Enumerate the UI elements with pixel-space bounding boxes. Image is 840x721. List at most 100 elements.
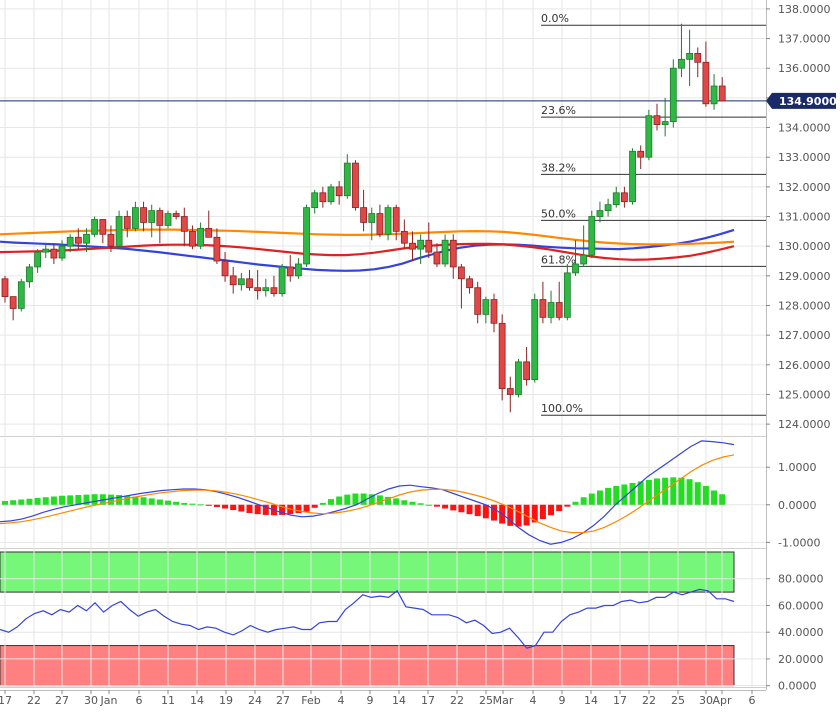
macd-bar — [91, 494, 98, 505]
candle-body — [449, 239, 457, 268]
candle-body — [156, 210, 164, 226]
x-tick-label: 19 — [219, 694, 233, 707]
macd-bar — [50, 496, 57, 505]
macd-bar — [613, 485, 620, 505]
macd-bar — [165, 500, 171, 505]
macd-bar — [26, 498, 33, 505]
macd-bar — [686, 479, 693, 505]
macd-bar — [107, 494, 114, 505]
macd-bar — [645, 479, 652, 505]
macd-bar — [156, 499, 163, 505]
x-tick-label: 4 — [338, 694, 345, 707]
macd-bar — [719, 494, 726, 505]
macd-bar — [678, 477, 685, 505]
y-tick-label-price: 128.0000 — [778, 299, 831, 312]
candle-body — [205, 227, 213, 238]
candle-body — [718, 85, 726, 102]
candle — [515, 358, 522, 398]
candle — [433, 243, 441, 267]
candle-body — [99, 219, 107, 235]
y-tick-label-price: 132.0000 — [778, 181, 831, 194]
candle-body — [148, 210, 156, 223]
candle-body — [604, 204, 612, 211]
macd-bar — [409, 501, 416, 505]
candle-body — [547, 302, 555, 318]
y-tick-label-macd: 1.0000 — [778, 461, 817, 474]
candle-body — [596, 210, 604, 217]
macd-line-1 — [0, 454, 735, 534]
macd-bar — [548, 504, 555, 516]
candle — [612, 186, 620, 208]
x-tick-label: 11 — [161, 694, 175, 707]
macd-bar — [417, 503, 424, 505]
candle — [506, 376, 514, 413]
macd-bar — [637, 481, 644, 505]
macd-bar — [344, 494, 351, 505]
candle — [457, 263, 465, 309]
macd-bar — [629, 482, 636, 505]
fib-label: 50.0% — [541, 207, 576, 220]
x-tick-label: 24 — [248, 694, 262, 707]
candle-body — [9, 296, 17, 309]
candle — [409, 231, 416, 262]
candle-body — [637, 150, 645, 158]
macd-bar — [230, 504, 237, 511]
candle — [588, 210, 596, 259]
candle-body — [327, 186, 335, 203]
macd-bar — [596, 490, 603, 505]
macd-bar — [279, 504, 286, 515]
macd-bar — [124, 495, 131, 505]
macd-bar — [654, 478, 660, 505]
candle-body — [352, 162, 359, 209]
x-tick-label: 14 — [392, 694, 406, 707]
candle — [213, 228, 221, 264]
candle — [352, 160, 359, 211]
candle-body — [26, 266, 33, 283]
x-tick-label: 27 — [55, 694, 69, 707]
moving-average-0 — [0, 228, 735, 272]
candle-body — [612, 192, 620, 206]
candle — [400, 219, 408, 250]
candle-body — [400, 230, 408, 244]
macd-bar — [474, 504, 481, 517]
macd-bar — [181, 502, 188, 505]
candle — [189, 225, 196, 250]
macd-bar — [564, 504, 571, 507]
candle — [221, 252, 229, 282]
candle-body — [123, 216, 131, 229]
macd-bar — [222, 504, 229, 509]
candle — [572, 240, 579, 276]
candle-body — [172, 213, 180, 217]
macd-bar — [670, 477, 677, 505]
macd-bar — [376, 495, 383, 505]
candle — [246, 269, 253, 291]
current-price-tag — [766, 92, 836, 109]
macd-bar — [588, 493, 595, 505]
candle — [99, 219, 107, 244]
candle-body — [588, 216, 596, 256]
macd-bar — [262, 504, 269, 515]
macd-bar — [425, 504, 432, 506]
candle-body — [425, 239, 433, 253]
candle-body — [107, 233, 115, 247]
x-tick-label: Feb — [301, 694, 320, 707]
candle-body — [433, 251, 441, 265]
candle — [498, 314, 506, 401]
y-tick-label-price: 133.0000 — [778, 151, 831, 164]
candle-body — [180, 216, 188, 232]
macd-bar — [385, 496, 392, 505]
macd-bar — [132, 496, 139, 505]
macd-bar — [213, 504, 220, 508]
y-tick-label-rsi: 80.0000 — [778, 573, 824, 586]
candle-body — [376, 213, 384, 235]
y-tick-label-macd: -1.0000 — [778, 536, 820, 549]
candle — [547, 290, 555, 324]
x-tick-label: 14 — [584, 694, 598, 707]
macd-bar — [205, 504, 212, 506]
candle — [596, 201, 604, 223]
candle-body — [702, 61, 710, 105]
x-tick-label: 17 — [0, 694, 12, 707]
candle-body — [466, 278, 473, 289]
x-tick-label: Mar — [493, 694, 514, 707]
candle — [621, 186, 628, 208]
